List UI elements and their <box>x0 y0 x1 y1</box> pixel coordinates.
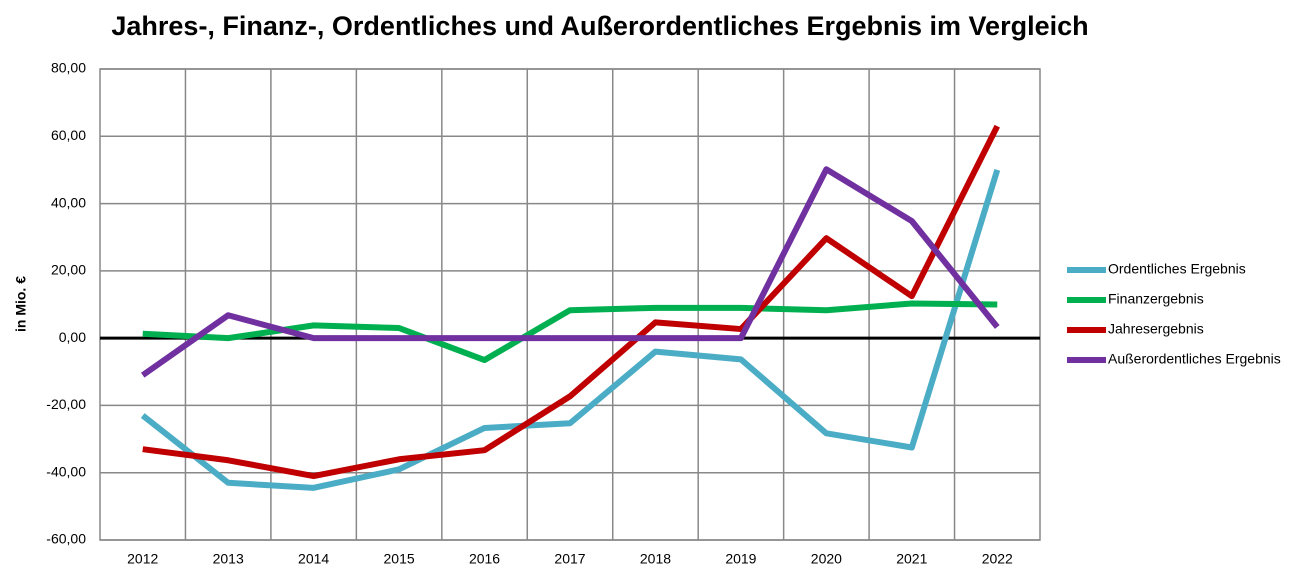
series-line <box>142 124 1000 480</box>
y-tick-label: 0,00 <box>59 329 86 345</box>
x-tick-label: 2019 <box>725 551 756 567</box>
x-tick-label: 2012 <box>127 551 158 567</box>
chart-title: Jahres-, Finanz-, Ordentliches und Außer… <box>111 11 1088 41</box>
x-tick-label: 2014 <box>298 551 329 567</box>
y-tick-label: 80,00 <box>51 60 86 76</box>
legend-label: Jahresergebnis <box>1108 321 1204 337</box>
legend-label: Finanzergebnis <box>1108 291 1204 307</box>
series-line <box>140 169 1001 491</box>
y-tick-label: -60,00 <box>46 531 86 547</box>
x-tick-label: 2016 <box>469 551 500 567</box>
y-axis-title: in Mio. € <box>13 276 29 332</box>
series-line <box>141 166 1000 378</box>
y-tick-label: -20,00 <box>46 396 86 412</box>
x-tick-label: 2021 <box>896 551 927 567</box>
y-tick-label: -40,00 <box>46 463 86 479</box>
y-tick-label: 60,00 <box>51 127 86 143</box>
x-tick-label: 2017 <box>554 551 585 567</box>
x-tick-label: 2018 <box>640 551 671 567</box>
legend-label: Ordentliches Ergebnis <box>1108 261 1246 277</box>
y-tick-label: 20,00 <box>51 262 86 278</box>
legend-label: Außerordentliches Ergebnis <box>1108 351 1281 367</box>
x-tick-label: 2020 <box>811 551 842 567</box>
x-tick-label: 2013 <box>213 551 244 567</box>
y-tick-label: 40,00 <box>51 194 86 210</box>
x-tick-label: 2015 <box>384 551 415 567</box>
x-tick-label: 2022 <box>982 551 1013 567</box>
